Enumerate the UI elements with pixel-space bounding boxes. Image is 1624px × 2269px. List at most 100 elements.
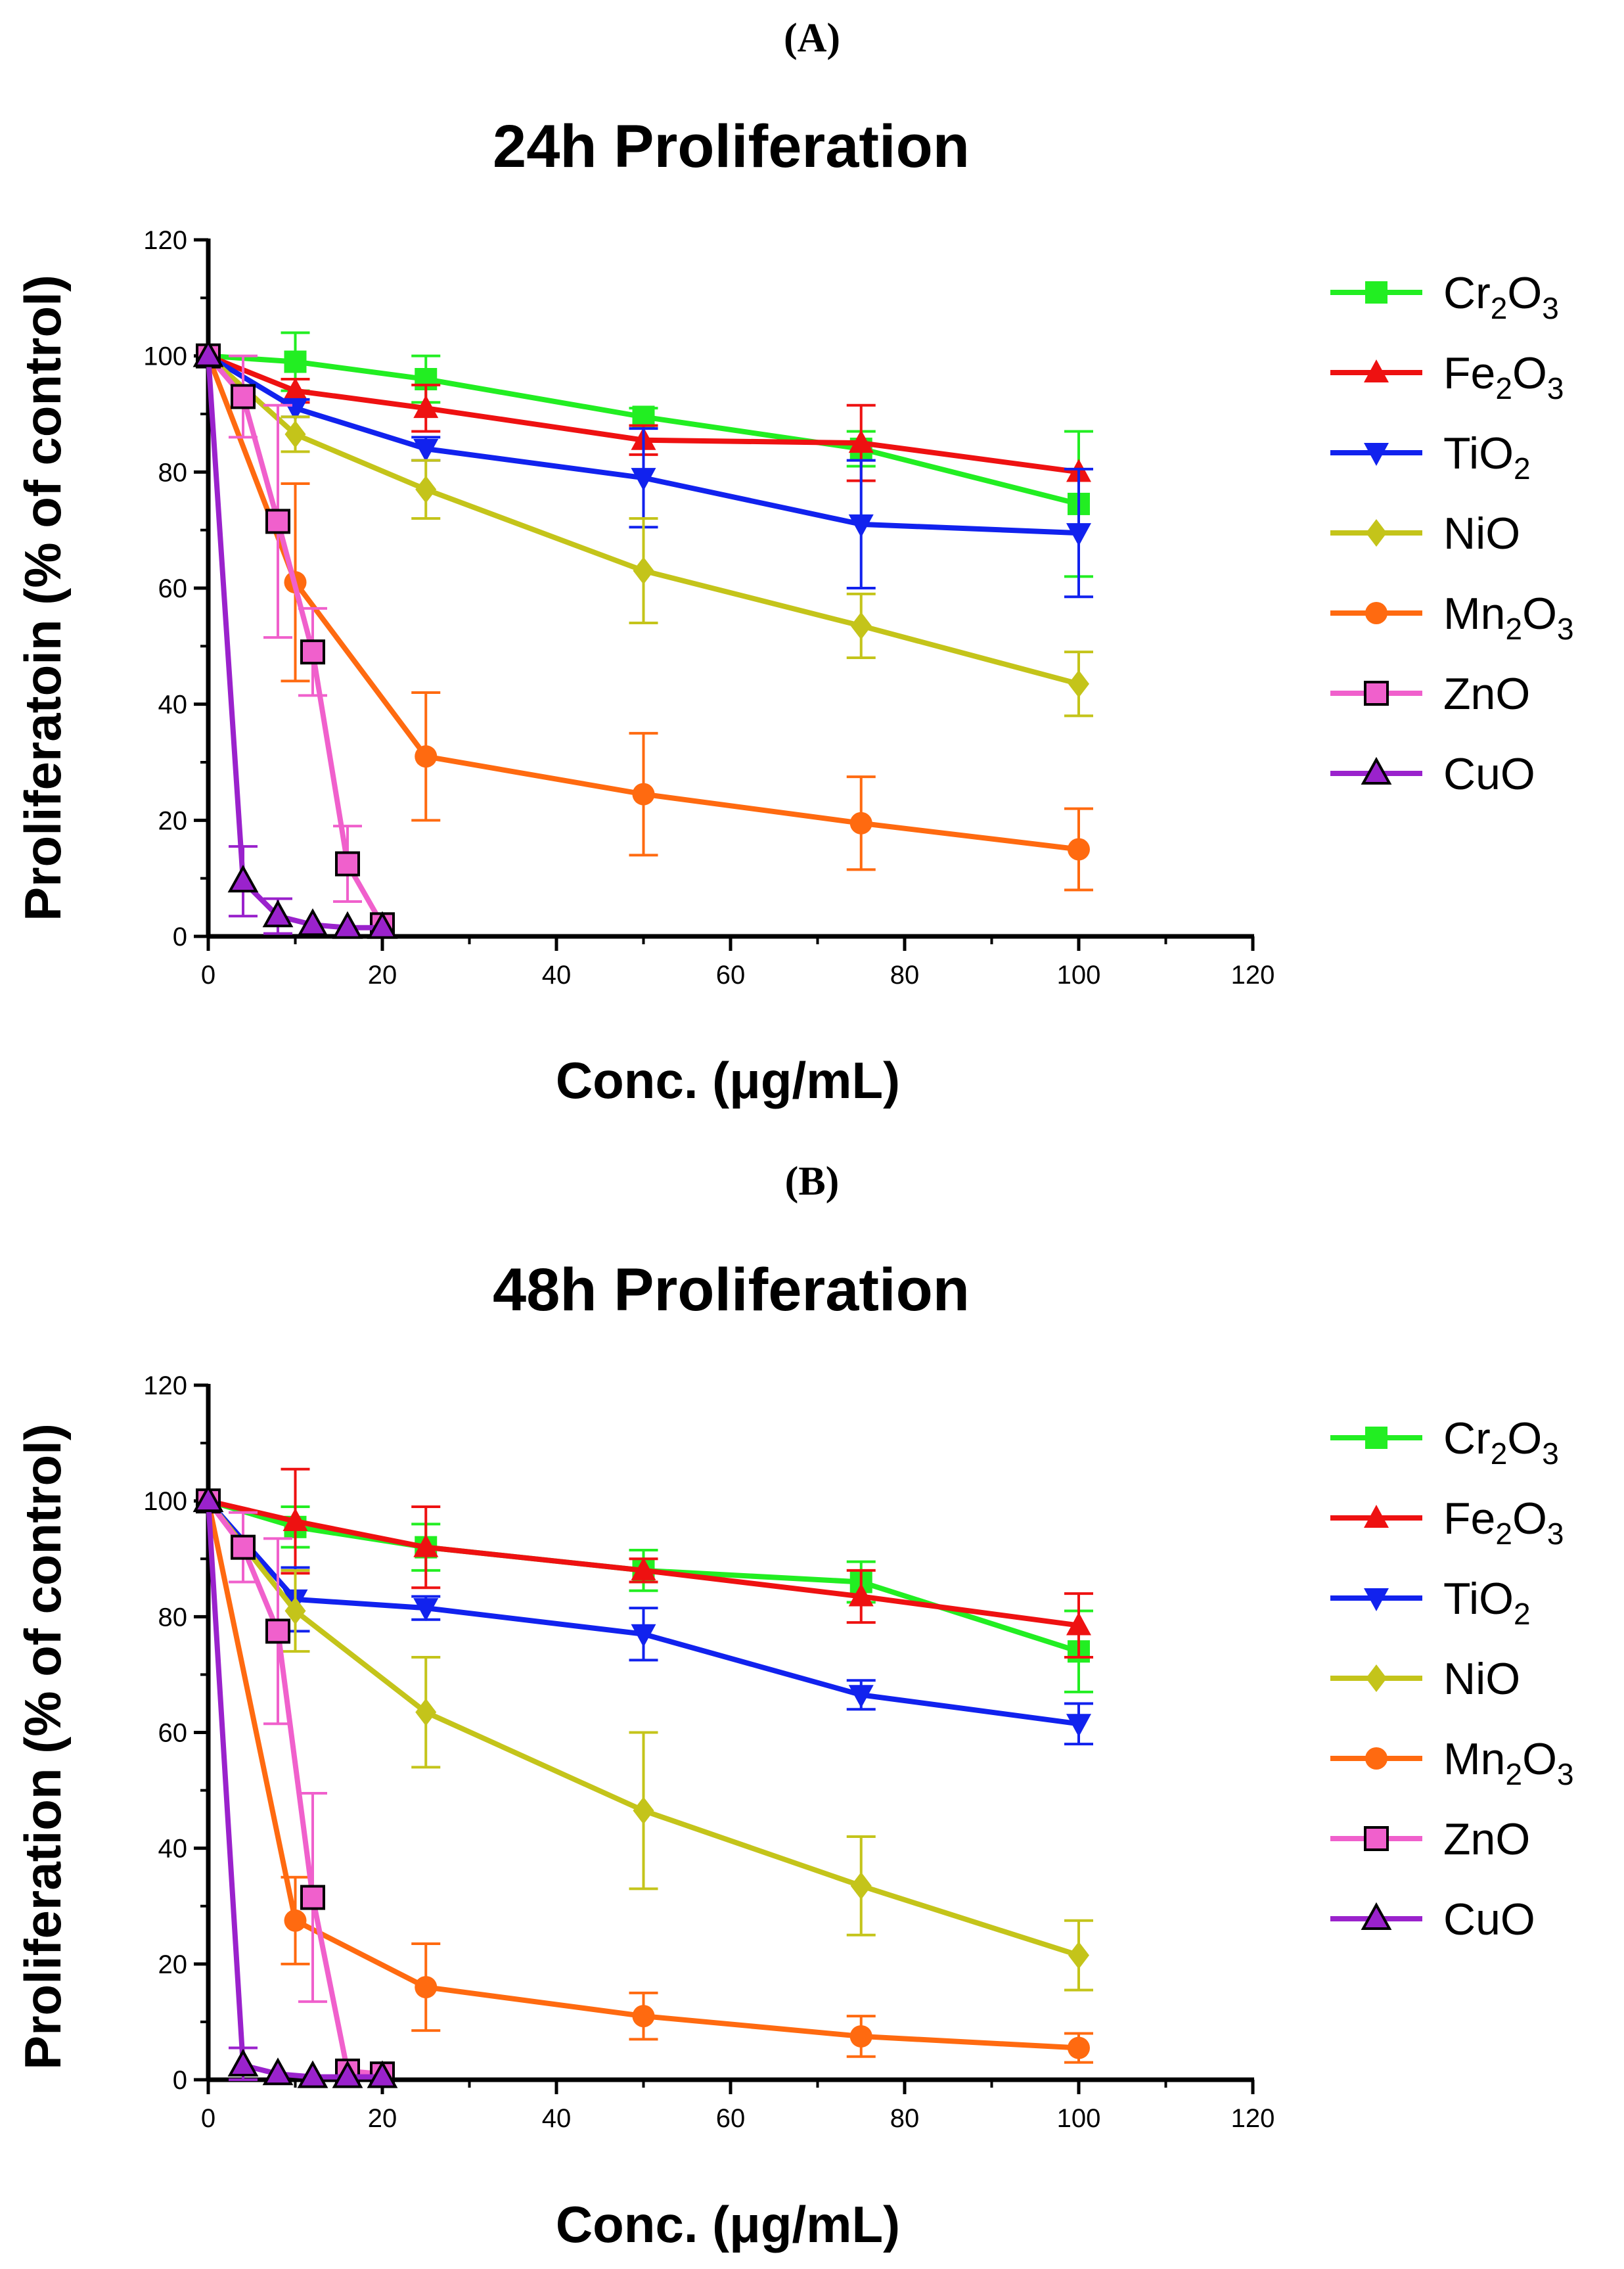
legend-entry: Fe2O3 — [1330, 348, 1564, 405]
series-cuo — [192, 1484, 398, 2088]
data-point — [413, 395, 439, 419]
legend-label: Mn2O3 — [1443, 589, 1574, 646]
legend-marker — [1366, 519, 1387, 547]
legend-label-part: O — [1522, 1734, 1557, 1784]
data-point — [415, 475, 437, 503]
data-point — [192, 339, 224, 367]
data-point — [332, 2060, 363, 2088]
legend-label-subscript: 2 — [1514, 451, 1531, 486]
legend-label-part: CuO — [1443, 1894, 1535, 1944]
y-axis-label: Proliferation (% of control) — [14, 1423, 72, 2070]
series-line — [206, 354, 1079, 536]
legend-label-part: TiO — [1443, 428, 1514, 478]
legend-label-subscript: 3 — [1542, 1436, 1559, 1471]
legend-label-subscript: 3 — [1542, 291, 1559, 325]
legend-label: Cr2O3 — [1443, 1413, 1559, 1471]
legend-entry: Mn2O3 — [1330, 589, 1574, 646]
x-axis-label: Conc. (μg/mL) — [556, 1051, 900, 1109]
data-point — [284, 350, 307, 373]
legend-marker — [1364, 1588, 1389, 1611]
data-point — [282, 377, 308, 401]
legend-marker — [1364, 443, 1389, 466]
legend-entry: ZnO — [1330, 1814, 1530, 1864]
x-tick-label: 20 — [368, 961, 397, 990]
legend-marker — [1365, 1747, 1387, 1770]
x-tick-label: 20 — [368, 2104, 397, 2133]
legend-label-part: Fe — [1443, 1494, 1495, 1544]
data-point — [192, 1484, 224, 1513]
data-point — [231, 384, 256, 409]
y-tick-label: 100 — [143, 342, 187, 371]
legend-marker — [1365, 281, 1387, 304]
legend-entry: CuO — [1330, 1894, 1535, 1944]
legend-label-subscript: 3 — [1547, 1517, 1564, 1551]
legend-label: Cr2O3 — [1443, 268, 1559, 325]
x-tick-label: 40 — [542, 961, 572, 990]
data-point — [297, 2060, 328, 2088]
data-point — [632, 783, 655, 806]
legend-label-part: O — [1507, 268, 1542, 318]
data-point — [227, 2048, 259, 2076]
series-zno — [196, 343, 395, 938]
y-tick-label: 120 — [143, 226, 187, 255]
series-cuo — [192, 339, 398, 939]
x-tick-label: 0 — [201, 961, 215, 990]
series-line — [206, 354, 1080, 687]
series-mn2o3 — [197, 344, 1093, 892]
legend-marker — [1364, 1505, 1389, 1528]
y-tick-label: 20 — [158, 806, 188, 835]
x-tick-label: 40 — [542, 2104, 572, 2133]
y-tick-label: 80 — [158, 458, 188, 487]
legend-label-subscript: 3 — [1557, 612, 1574, 646]
legend-label-part: Mn — [1443, 589, 1505, 639]
panel-label: (B) — [785, 1159, 840, 1204]
data-point — [332, 911, 363, 939]
legend-label-subscript: 3 — [1547, 371, 1564, 405]
legend-label-part: O — [1512, 1494, 1547, 1544]
x-axis-label: Conc. (μg/mL) — [556, 2195, 900, 2253]
legend-label-part: ZnO — [1443, 669, 1530, 719]
data-point — [848, 1583, 874, 1607]
legend-label-part: Cr — [1443, 1413, 1491, 1463]
data-point — [367, 2060, 398, 2088]
data-point — [848, 1685, 874, 1708]
x-tick-label: 100 — [1057, 2104, 1101, 2133]
series-fe2o3 — [196, 1467, 1093, 1659]
legend-entry: NiO — [1330, 1654, 1520, 1704]
legend-marker — [1364, 681, 1389, 706]
legend-label-part: Cr — [1443, 268, 1491, 318]
data-point — [284, 1909, 307, 1932]
legend-marker — [1365, 602, 1387, 624]
legend-marker — [1365, 1427, 1387, 1449]
series-tio2 — [196, 1491, 1093, 1746]
data-point — [231, 1534, 256, 1560]
y-tick-label: 40 — [158, 1835, 188, 1864]
data-point — [413, 439, 439, 462]
data-point — [413, 1534, 439, 1557]
data-point — [413, 1598, 439, 1622]
legend-label: TiO2 — [1443, 1574, 1531, 1631]
legend-label-part: NiO — [1443, 509, 1520, 559]
legend-label-part: CuO — [1443, 749, 1535, 799]
panel-a: (A) 24h Proliferation Conc. (μg/mL) Prol… — [14, 16, 1574, 1109]
axes: 0 20 40 60 80 100 120 0 20 40 60 80 100 120 — [143, 1371, 1274, 2133]
chart-title: 48h Proliferation — [493, 1256, 970, 1323]
series-line — [207, 353, 1079, 475]
legend-marker — [1361, 756, 1392, 785]
data-point — [367, 911, 398, 939]
data-point — [631, 468, 656, 492]
legend-label: Mn2O3 — [1443, 1734, 1574, 1791]
data-point — [631, 1624, 656, 1647]
legend-entry: TiO2 — [1330, 1574, 1531, 1631]
y-tick-label: 120 — [143, 1371, 187, 1400]
data-point — [1068, 1941, 1089, 1969]
series-cr2o3 — [197, 1490, 1093, 1693]
legend-label-part: TiO — [1443, 1574, 1514, 1624]
data-point — [848, 430, 874, 453]
legend-label-part: NiO — [1443, 1654, 1520, 1704]
y-tick-label: 100 — [143, 1487, 187, 1516]
y-tick-label: 80 — [158, 1603, 188, 1632]
series-line — [208, 353, 1079, 507]
data-point — [849, 2025, 872, 2048]
